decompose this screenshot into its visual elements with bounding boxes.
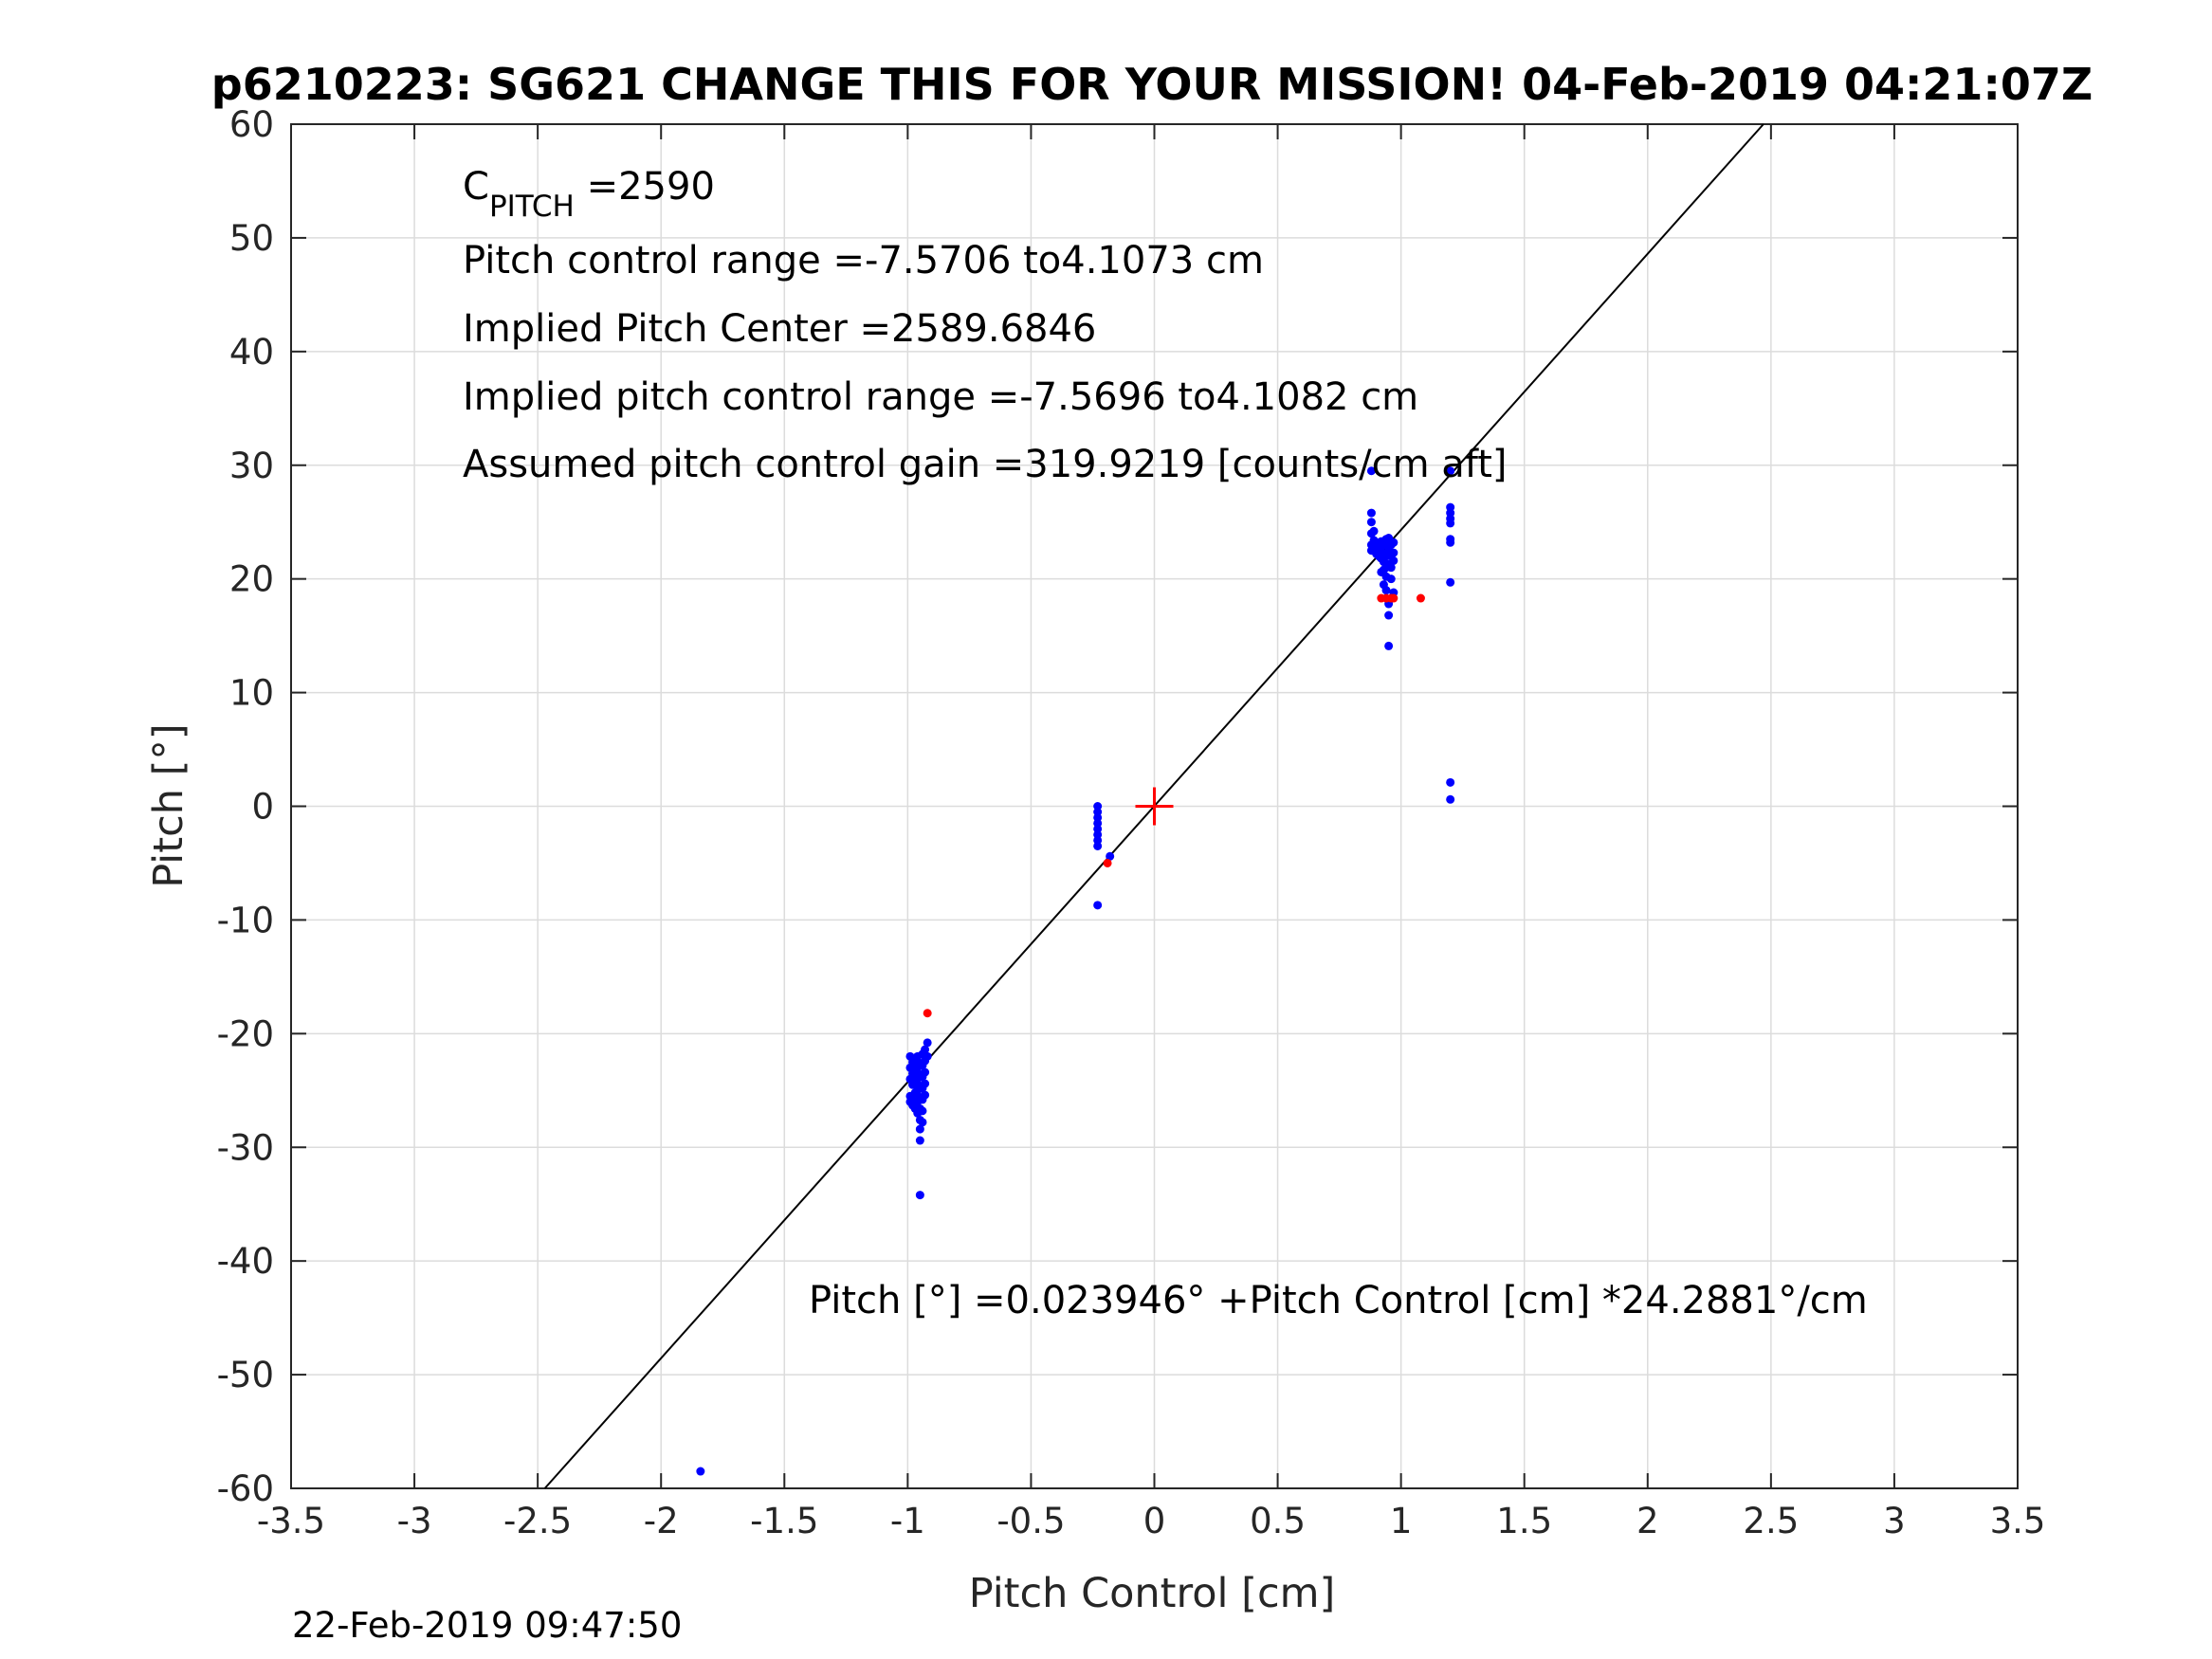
x-tick-label: -2.5 — [503, 1501, 572, 1541]
data-point — [1384, 611, 1394, 620]
x-tick-label: 1 — [1390, 1501, 1413, 1541]
implied-pitch-center-annotation: Implied Pitch Center =2589.6846 — [463, 307, 1096, 351]
c-pitch-value: =2590 — [575, 165, 715, 209]
data-point — [1093, 841, 1103, 850]
x-tick-labels: -3.5 -3 -2.5 -2 -1.5 -1 -0.5 0 0.5 1 1.5 2 2.5 3 3.5 — [257, 1501, 2046, 1541]
x-tick-label: 1.5 — [1496, 1501, 1552, 1541]
data-point — [921, 1079, 930, 1088]
data-point — [1446, 466, 1455, 476]
data-point — [1446, 777, 1455, 787]
pitch-control-range-annotation: Pitch control range =-7.5706 to4.1073 cm — [463, 239, 1264, 283]
data-point — [1369, 526, 1379, 536]
data-point — [915, 1191, 924, 1200]
data-point — [1446, 519, 1455, 528]
x-tick-label: 0.5 — [1250, 1501, 1306, 1541]
c-pitch-annotation: CPITCH =2590 — [463, 165, 715, 224]
data-point — [1389, 556, 1398, 565]
data-point — [923, 1038, 932, 1048]
y-tick-label: -50 — [217, 1355, 274, 1395]
center-marker — [1135, 787, 1174, 826]
c-pitch-subscript: PITCH — [489, 190, 575, 224]
x-tick-label: 2 — [1636, 1501, 1659, 1541]
y-tick-label: 50 — [229, 218, 274, 259]
data-point — [1446, 538, 1455, 547]
data-point — [1416, 593, 1425, 603]
x-tick-label: 0 — [1143, 1501, 1166, 1541]
y-tick-label: 20 — [229, 559, 274, 600]
x-tick-label: -3.5 — [257, 1501, 325, 1541]
x-tick-label: 3 — [1883, 1501, 1906, 1541]
y-tick-label: -20 — [217, 1013, 274, 1054]
data-point — [1106, 851, 1115, 861]
data-point — [921, 1067, 930, 1077]
data-point — [1446, 577, 1455, 587]
x-tick-label: -3 — [397, 1501, 432, 1541]
data-point — [1366, 508, 1376, 518]
x-tick-label: -1 — [890, 1501, 925, 1541]
data-point — [1389, 593, 1398, 603]
data-point — [915, 1136, 924, 1145]
fit-equation-annotation: Pitch [°] =0.023946° +Pitch Control [cm]… — [809, 1279, 1868, 1322]
data-point — [921, 1090, 930, 1100]
y-tick-label: 0 — [251, 787, 274, 828]
data-point — [918, 1106, 927, 1116]
y-tick-label: 10 — [229, 673, 274, 714]
implied-range-annotation: Implied pitch control range =-7.5696 to4… — [463, 375, 1418, 419]
data-point — [1093, 901, 1103, 910]
x-tick-label: -0.5 — [996, 1501, 1065, 1541]
y-tick-label: -60 — [217, 1468, 274, 1509]
data-point — [1386, 563, 1396, 573]
axis-ticks — [290, 123, 2019, 1489]
data-point — [915, 1124, 924, 1134]
gain-annotation: Assumed pitch control gain =319.9219 [co… — [463, 443, 1507, 486]
data-points — [696, 466, 1455, 1476]
data-point — [1384, 641, 1394, 650]
x-axis-label: Pitch Control [cm] — [969, 1570, 1336, 1617]
data-point — [1389, 538, 1398, 547]
data-point — [1386, 574, 1396, 584]
footer-timestamp: 22-Feb-2019 09:47:50 — [292, 1605, 682, 1646]
annotation-block: CPITCH =2590 Pitch control range =-7.570… — [463, 165, 1868, 1322]
data-point — [1366, 518, 1376, 527]
data-point — [1366, 466, 1376, 476]
y-tick-label: 40 — [229, 332, 274, 373]
data-point — [696, 1467, 705, 1476]
y-tick-labels: -60 -50 -40 -30 -20 -10 0 10 20 30 40 50 60 — [217, 104, 274, 1509]
y-tick-label: 60 — [229, 104, 274, 145]
data-point — [923, 1051, 932, 1061]
c-pitch-main: C — [463, 165, 489, 209]
y-tick-label: 30 — [229, 446, 274, 486]
x-tick-label: 2.5 — [1743, 1501, 1799, 1541]
y-tick-label: -30 — [217, 1127, 274, 1168]
data-point — [923, 1009, 932, 1018]
data-point — [918, 1118, 927, 1127]
data-point — [921, 1045, 930, 1054]
data-point — [1389, 548, 1398, 557]
x-tick-label: -2 — [644, 1501, 679, 1541]
y-tick-label: -10 — [217, 900, 274, 940]
data-point — [1103, 858, 1112, 867]
chart-title: p6210223: SG621 CHANGE THIS FOR YOUR MIS… — [211, 59, 2093, 110]
y-tick-label: -40 — [217, 1241, 274, 1282]
data-point — [1446, 794, 1455, 804]
data-point — [1381, 586, 1391, 595]
x-tick-label: 3.5 — [1990, 1501, 2046, 1541]
y-axis-label: Pitch [°] — [145, 723, 192, 887]
x-tick-label: -1.5 — [750, 1501, 818, 1541]
